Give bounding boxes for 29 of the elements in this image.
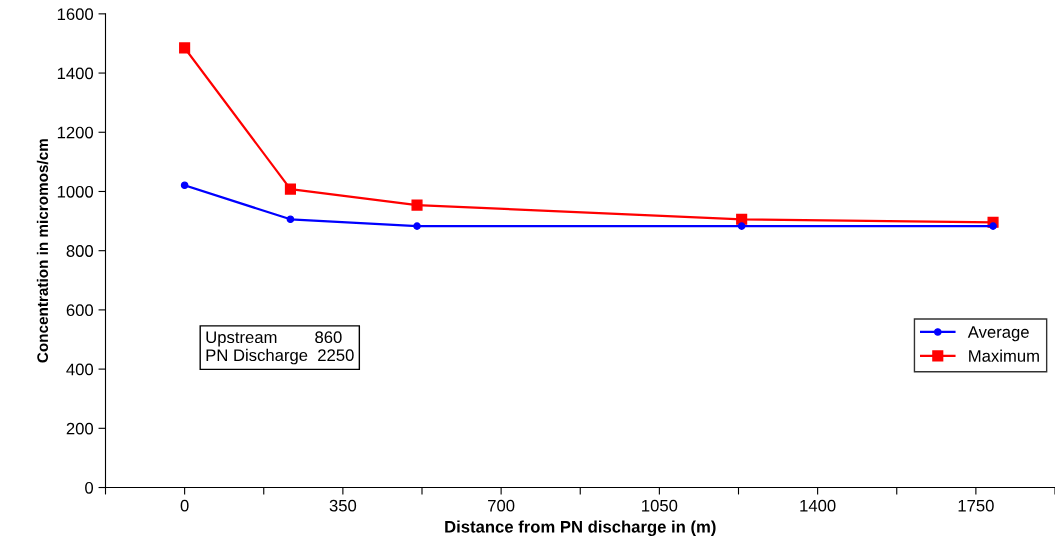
y-tick-label: 0 — [85, 481, 94, 494]
point — [411, 199, 423, 211]
x-axis-title: Distance from PN discharge in (m) — [445, 520, 716, 537]
y-axis-title: Concentration in micromos/cm — [36, 139, 49, 363]
point — [737, 222, 746, 230]
x-tick-label: 350 — [329, 499, 357, 512]
y-tick-label: 800 — [66, 245, 94, 257]
legend-label: Average — [967, 326, 1029, 342]
x-tick-label: 700 — [488, 499, 515, 512]
y-tick-label: 1400 — [57, 67, 94, 80]
y-tick-label: 600 — [66, 304, 94, 317]
point — [284, 183, 296, 195]
y-tick-label: 200 — [66, 422, 94, 435]
point — [180, 181, 189, 190]
annotation: Upstream 860 — [206, 331, 342, 347]
point — [413, 222, 421, 230]
point — [286, 215, 295, 224]
y-tick-label: 1200 — [57, 126, 94, 139]
x-tick-label: 1050 — [642, 499, 678, 512]
y-tick-label: 400 — [66, 363, 94, 376]
legend-label: Maximum — [969, 349, 1039, 362]
annotation: PN Discharge 2250 — [206, 348, 354, 365]
point — [179, 42, 191, 54]
x-tick-label: 0 — [180, 499, 189, 512]
y-tick-label: 1000 — [57, 185, 94, 198]
x-tick-label: 1750 — [958, 499, 994, 512]
y-tick-label: 1600 — [57, 8, 94, 21]
point — [989, 222, 997, 230]
x-tick-label: 1400 — [800, 499, 836, 512]
